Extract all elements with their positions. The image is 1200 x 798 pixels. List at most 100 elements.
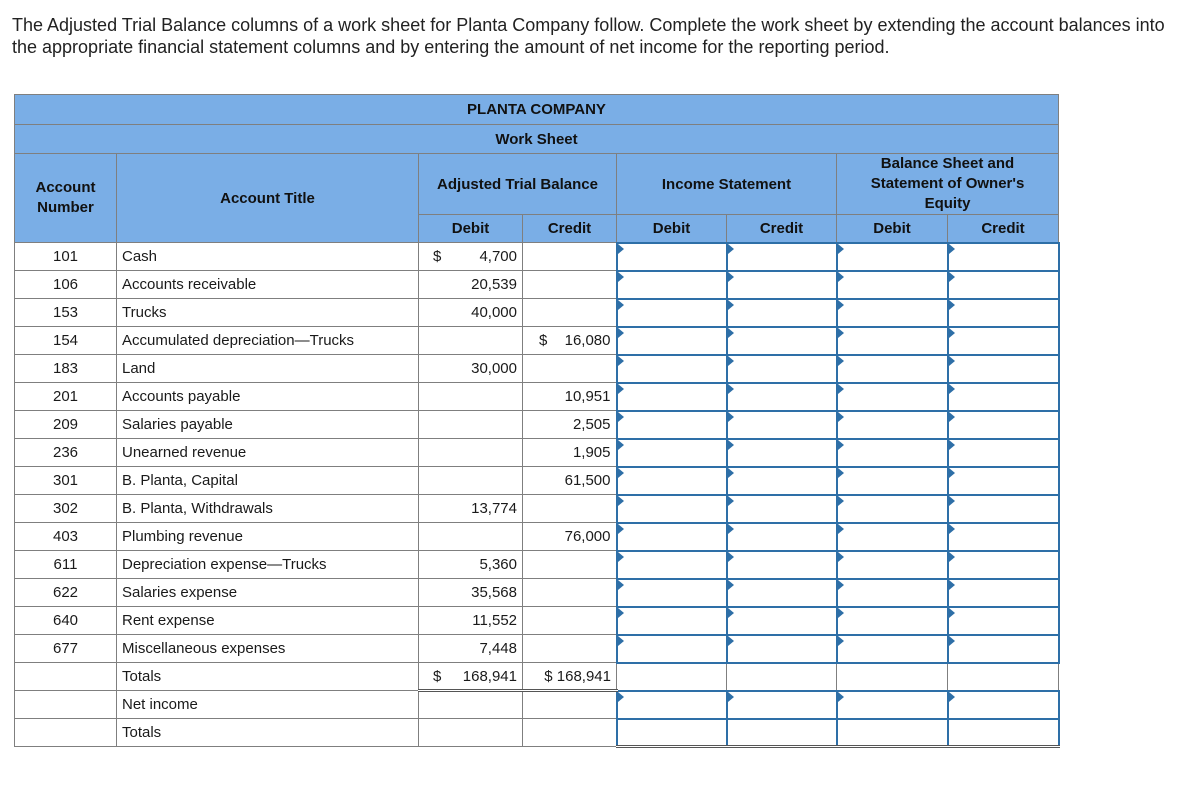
- input-marker-icon: [618, 692, 624, 702]
- bs-credit-input[interactable]: [946, 297, 1060, 328]
- bs-credit-input[interactable]: [946, 493, 1060, 524]
- is-debit-input[interactable]: [615, 633, 728, 664]
- is-debit-input[interactable]: [615, 409, 728, 440]
- input-marker-icon: [728, 692, 734, 702]
- input-marker-icon: [949, 552, 955, 562]
- is-debit-input[interactable]: [615, 437, 728, 468]
- net-income-is-credit-input[interactable]: [725, 689, 838, 720]
- final-totals-bs-debit-input[interactable]: [835, 717, 949, 748]
- is-credit-input[interactable]: [725, 549, 838, 580]
- is-credit-input[interactable]: [725, 381, 838, 412]
- bs-debit-input[interactable]: [835, 409, 949, 440]
- is-debit-input[interactable]: [615, 549, 728, 580]
- table-row: 640 Rent expense 11,552: [14, 605, 1060, 636]
- input-marker-icon: [728, 496, 734, 506]
- is-debit-input[interactable]: [615, 605, 728, 636]
- dollar-sign: $: [433, 667, 442, 685]
- is-debit-input[interactable]: [615, 325, 728, 356]
- table-row: 301 B. Planta, Capital 61,500: [14, 465, 1060, 496]
- atb-debit-cell: 35,568: [418, 578, 523, 607]
- bs-credit-input[interactable]: [946, 577, 1060, 608]
- bs-credit-input[interactable]: [946, 605, 1060, 636]
- input-marker-icon: [949, 608, 955, 618]
- bs-debit-input[interactable]: [835, 465, 949, 496]
- bs-credit-input[interactable]: [946, 269, 1060, 300]
- net-income-bs-debit-input[interactable]: [835, 689, 949, 720]
- account-title-header: Account Title: [116, 153, 419, 243]
- net-income-row: Net income: [14, 689, 1060, 720]
- final-totals-is-credit-input[interactable]: [725, 717, 838, 748]
- final-totals-bs-credit-input[interactable]: [946, 717, 1060, 748]
- is-credit-input[interactable]: [725, 241, 838, 272]
- input-marker-icon: [618, 356, 624, 366]
- net-income-is-debit-input[interactable]: [615, 689, 728, 720]
- bs-debit-input[interactable]: [835, 297, 949, 328]
- table-row: 611 Depreciation expense—Trucks 5,360: [14, 549, 1060, 580]
- bs-debit-input[interactable]: [835, 633, 949, 664]
- is-credit-input[interactable]: [725, 353, 838, 384]
- is-debit-input[interactable]: [615, 353, 728, 384]
- bs-debit-input[interactable]: [835, 521, 949, 552]
- bs-debit-input[interactable]: [835, 241, 949, 272]
- input-marker-icon: [838, 300, 844, 310]
- bs-credit-input[interactable]: [946, 549, 1060, 580]
- bs-credit-input[interactable]: [946, 409, 1060, 440]
- is-debit-input[interactable]: [615, 493, 728, 524]
- bs-credit-input[interactable]: [946, 241, 1060, 272]
- is-debit-input[interactable]: [615, 577, 728, 608]
- bs-credit-input[interactable]: [946, 633, 1060, 664]
- final-totals-is-debit-input[interactable]: [615, 717, 728, 748]
- is-debit-input[interactable]: [615, 521, 728, 552]
- is-credit-input[interactable]: [725, 521, 838, 552]
- bs-debit-input[interactable]: [835, 493, 949, 524]
- input-marker-icon: [949, 692, 955, 702]
- is-credit-input[interactable]: [725, 409, 838, 440]
- dollar-sign: $: [433, 248, 442, 265]
- account-title: Salaries payable: [116, 410, 419, 439]
- input-marker-icon: [838, 468, 844, 478]
- input-marker-icon: [949, 636, 955, 646]
- account-number: 236: [14, 438, 117, 467]
- atb-credit-cell: [522, 242, 617, 271]
- bs-debit-input[interactable]: [835, 577, 949, 608]
- is-credit-input[interactable]: [725, 465, 838, 496]
- bs-debit-input[interactable]: [835, 381, 949, 412]
- bs-credit-input[interactable]: [946, 465, 1060, 496]
- atb-credit-header: Credit: [522, 214, 617, 243]
- is-debit-header: Debit: [616, 214, 727, 243]
- is-credit-input[interactable]: [725, 577, 838, 608]
- input-marker-icon: [728, 412, 734, 422]
- bs-debit-input[interactable]: [835, 325, 949, 356]
- is-debit-input[interactable]: [615, 465, 728, 496]
- is-credit-input[interactable]: [725, 633, 838, 664]
- is-debit-input[interactable]: [615, 241, 728, 272]
- bs-credit-input[interactable]: [946, 521, 1060, 552]
- instructions-text: The Adjusted Trial Balance columns of a …: [12, 15, 1165, 57]
- is-credit-input[interactable]: [725, 437, 838, 468]
- bs-debit-input[interactable]: [835, 549, 949, 580]
- bs-debit-input[interactable]: [835, 605, 949, 636]
- bs-debit-input[interactable]: [835, 353, 949, 384]
- is-debit-input[interactable]: [615, 269, 728, 300]
- is-credit-input[interactable]: [725, 493, 838, 524]
- input-marker-icon: [838, 552, 844, 562]
- bs-credit-input[interactable]: [946, 353, 1060, 384]
- net-income-bs-credit-input[interactable]: [946, 689, 1060, 720]
- bs-debit-input[interactable]: [835, 269, 949, 300]
- is-credit-input[interactable]: [725, 269, 838, 300]
- is-credit-input[interactable]: [725, 325, 838, 356]
- bs-credit-input[interactable]: [946, 325, 1060, 356]
- amount-value: 5,360: [479, 556, 517, 573]
- account-number-header: Account Number: [14, 153, 117, 243]
- bs-credit-input[interactable]: [946, 437, 1060, 468]
- input-marker-icon: [838, 384, 844, 394]
- is-credit-input[interactable]: [725, 605, 838, 636]
- atb-debit-cell: 13,774: [418, 494, 523, 523]
- is-credit-input[interactable]: [725, 297, 838, 328]
- input-marker-icon: [949, 272, 955, 282]
- account-number: 640: [14, 606, 117, 635]
- bs-credit-input[interactable]: [946, 381, 1060, 412]
- is-debit-input[interactable]: [615, 297, 728, 328]
- is-debit-input[interactable]: [615, 381, 728, 412]
- bs-debit-input[interactable]: [835, 437, 949, 468]
